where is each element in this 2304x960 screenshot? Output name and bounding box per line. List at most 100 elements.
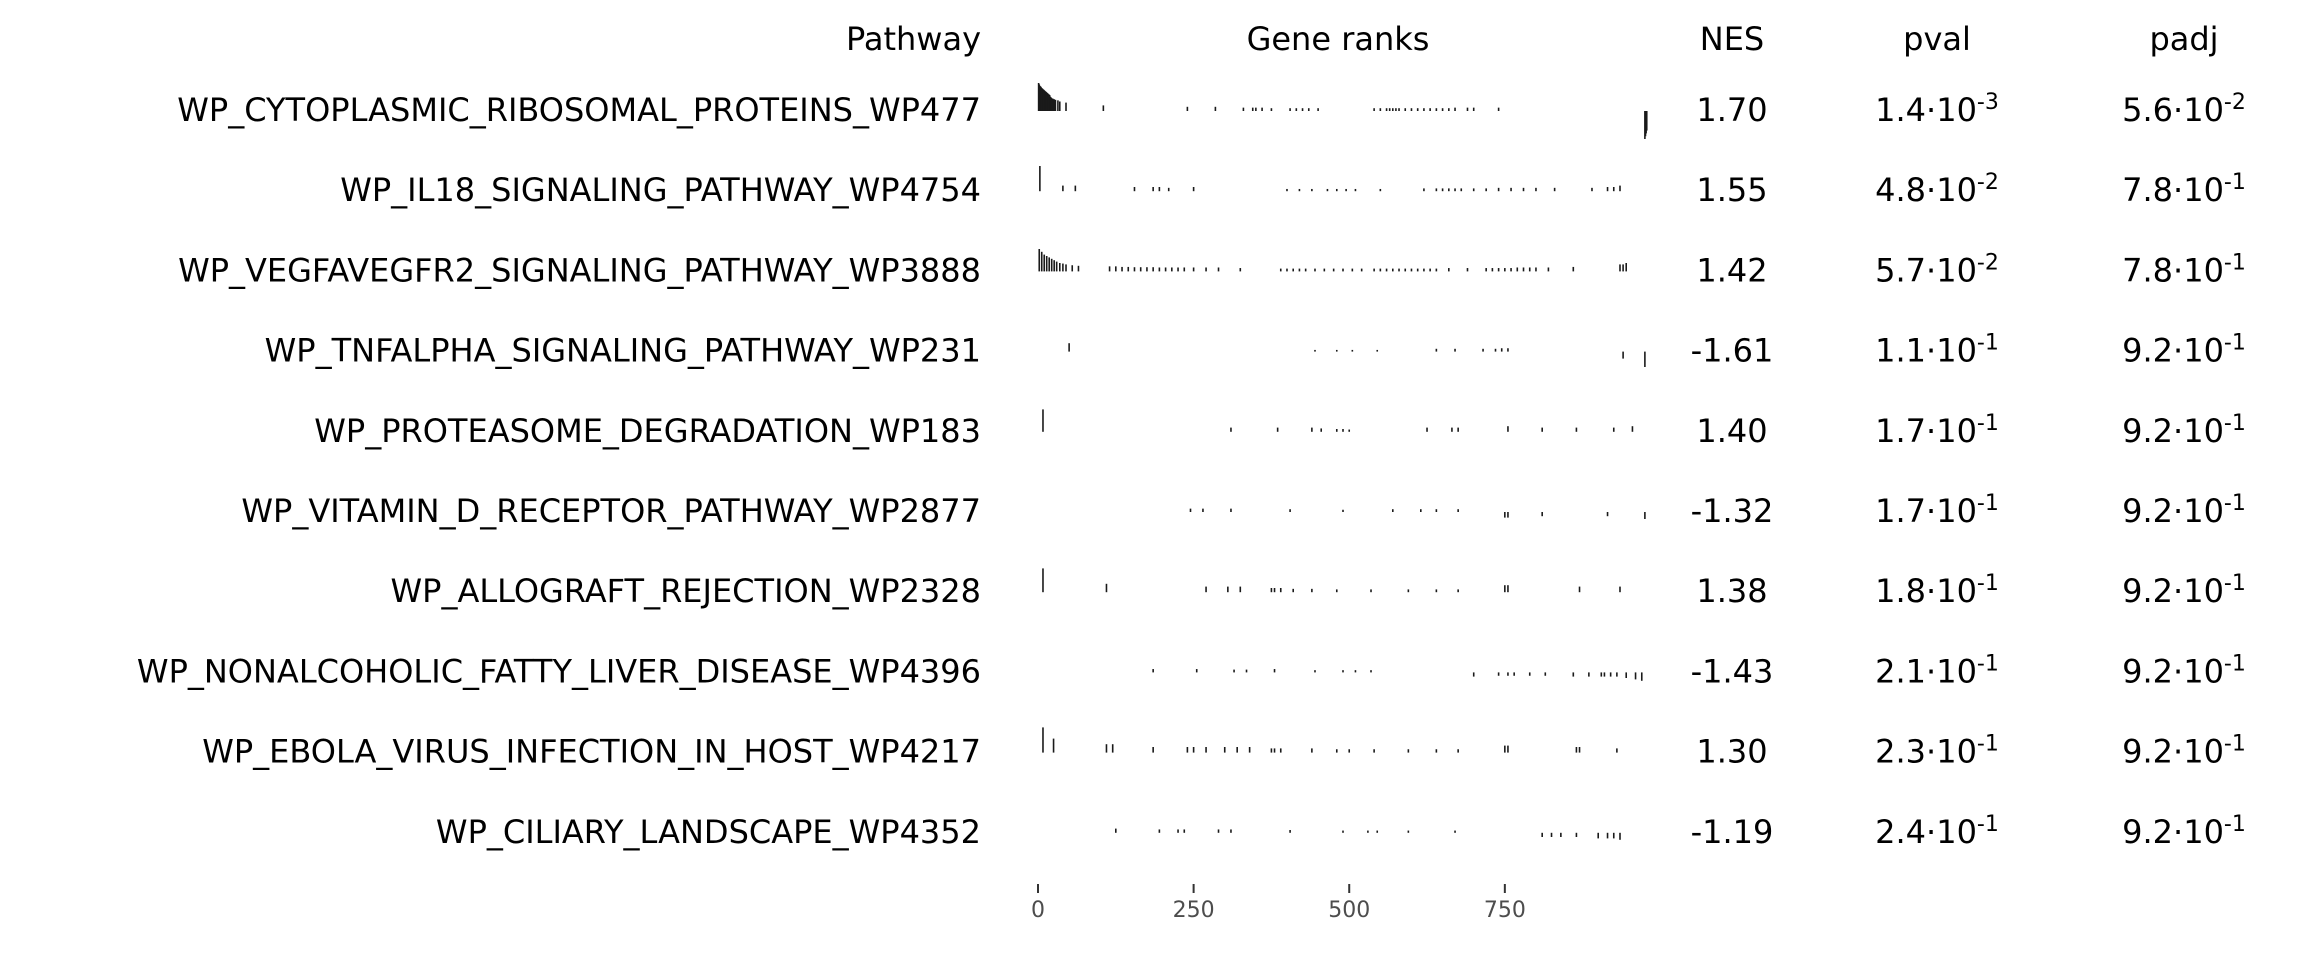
padj-value-exponent: -2: [2224, 90, 2246, 115]
x-tick-label: 500: [1328, 898, 1370, 923]
pval-value-mantissa: 2.3·10: [1875, 733, 1977, 771]
pval-value: 4.8·10-2: [1875, 170, 1999, 209]
nes-value: 1.70: [1696, 91, 1767, 129]
padj-value: 9.2·10-1: [2122, 491, 2246, 530]
header-pathway: Pathway: [846, 20, 981, 58]
nes-value: -1.32: [1691, 492, 1774, 530]
pval-value: 2.1·10-1: [1875, 651, 1999, 690]
x-axis: 0 250 500 750: [1031, 884, 1526, 923]
nes-value: -1.19: [1691, 813, 1774, 851]
pathway-rows: WP_CYTOPLASMIC_RIBOSOMAL_PROTEINS_WP477 1…: [137, 83, 2246, 851]
padj-value: 9.2·10-1: [2122, 331, 2246, 370]
header-pval: pval: [1903, 20, 1971, 58]
nes-value: 1.30: [1696, 733, 1767, 771]
pathway-row: WP_ALLOGRAFT_REJECTION_WP2328 1.38 1.8·10-…: [391, 568, 2246, 610]
pathway-name: WP_EBOLA_VIRUS_INFECTION_IN_HOST_WP4217: [202, 733, 981, 771]
pval-value: 1.8·10-1: [1875, 571, 1999, 610]
x-tick-label: 0: [1031, 898, 1045, 923]
nes-value: -1.61: [1691, 332, 1774, 370]
gene-rank-barcode: [1152, 669, 1643, 681]
header-padj: padj: [2149, 20, 2218, 58]
pval-value-mantissa: 1.8·10: [1875, 572, 1977, 610]
padj-value-mantissa: 9.2·10: [2122, 332, 2224, 370]
padj-value: 9.2·10-1: [2122, 571, 2246, 610]
pval-value: 1.7·10-1: [1875, 411, 1999, 450]
padj-value-mantissa: 7.8·10: [2122, 251, 2224, 289]
pval-value-mantissa: 5.7·10: [1875, 251, 1977, 289]
pval-value-exponent: -1: [1977, 812, 1999, 837]
gene-rank-barcode: [1042, 727, 1618, 753]
padj-value-mantissa: 9.2·10: [2122, 813, 2224, 851]
pathway-name: WP_VITAMIN_D_RECEPTOR_PATHWAY_WP2877: [241, 492, 981, 530]
pval-value: 2.4·10-1: [1875, 812, 1999, 851]
pathway-row: WP_EBOLA_VIRUS_INFECTION_IN_HOST_WP4217 1…: [202, 727, 2246, 771]
pathway-name: WP_ALLOGRAFT_REJECTION_WP2328: [391, 572, 981, 610]
pathway-row: WP_NONALCOHOLIC_FATTY_LIVER_DISEASE_WP43…: [137, 651, 2246, 690]
padj-value-mantissa: 9.2·10: [2122, 412, 2224, 450]
pval-value: 5.7·10-2: [1875, 250, 1999, 289]
padj-value: 9.2·10-1: [2122, 812, 2246, 851]
padj-value-mantissa: 9.2·10: [2122, 492, 2224, 530]
pval-value-exponent: -1: [1977, 331, 1999, 356]
pval-value-mantissa: 4.8·10: [1875, 171, 1977, 209]
pval-value-exponent: -1: [1977, 411, 1999, 436]
padj-value-exponent: -1: [2224, 571, 2246, 596]
gene-rank-barcode: [1115, 828, 1621, 840]
pval-value-exponent: -2: [1977, 250, 1999, 275]
pathway-row: WP_IL18_SIGNALING_PATHWAY_WP4754 1.55 4.8·…: [340, 166, 2246, 209]
pval-value-mantissa: 2.1·10: [1875, 652, 1977, 690]
padj-value-exponent: -1: [2224, 250, 2246, 275]
pathway-name: WP_IL18_SIGNALING_PATHWAY_WP4754: [340, 171, 981, 209]
pval-value-exponent: -1: [1977, 732, 1999, 757]
x-tick-label: 250: [1173, 898, 1215, 923]
pathway-name: WP_TNFALPHA_SIGNALING_PATHWAY_WP231: [265, 332, 981, 370]
pval-value-exponent: -1: [1977, 571, 1999, 596]
padj-value-mantissa: 7.8·10: [2122, 171, 2224, 209]
pathway-row: WP_TNFALPHA_SIGNALING_PATHWAY_WP231 -1.61…: [265, 331, 2246, 370]
pval-value-mantissa: 1.4·10: [1875, 91, 1977, 129]
padj-value-mantissa: 9.2·10: [2122, 652, 2224, 690]
pathway-row: WP_VEGFAVEGFR2_SIGNALING_PATHWAY_WP3888 1…: [178, 249, 2246, 289]
padj-value: 9.2·10-1: [2122, 411, 2246, 450]
pval-value-mantissa: 1.7·10: [1875, 492, 1977, 530]
nes-value: 1.55: [1696, 171, 1767, 209]
padj-value: 9.2·10-1: [2122, 651, 2246, 690]
pval-value: 2.3·10-1: [1875, 732, 1999, 771]
padj-value-exponent: -1: [2224, 170, 2246, 195]
column-headers: Pathway Gene ranks NES pval padj: [846, 20, 2219, 58]
pathway-name: WP_VEGFAVEGFR2_SIGNALING_PATHWAY_WP3888: [178, 251, 981, 289]
pathway-name: WP_NONALCOHOLIC_FATTY_LIVER_DISEASE_WP43…: [137, 652, 981, 690]
header-nes: NES: [1700, 20, 1764, 58]
gene-rank-barcode: [1189, 508, 1646, 519]
padj-value-exponent: -1: [2224, 491, 2246, 516]
pathway-name: WP_PROTEASOME_DEGRADATION_WP183: [314, 412, 981, 450]
padj-value-mantissa: 9.2·10: [2122, 572, 2224, 610]
padj-value-exponent: -1: [2224, 331, 2246, 356]
pathway-name: WP_CILIARY_LANDSCAPE_WP4352: [436, 813, 981, 851]
pval-value: 1.4·10-3: [1875, 90, 1999, 129]
pval-value: 1.1·10-1: [1875, 331, 1999, 370]
header-gene-ranks: Gene ranks: [1247, 20, 1430, 58]
nes-value: 1.40: [1696, 412, 1767, 450]
padj-value: 7.8·10-1: [2122, 250, 2246, 289]
nes-value: 1.42: [1696, 251, 1767, 289]
pval-value: 1.7·10-1: [1875, 491, 1999, 530]
padj-value-exponent: -1: [2224, 732, 2246, 757]
padj-value-exponent: -1: [2224, 411, 2246, 436]
gene-rank-barcode: [1039, 166, 1621, 192]
pathway-row: WP_VITAMIN_D_RECEPTOR_PATHWAY_WP2877 -1.3…: [241, 491, 2245, 530]
pval-value-mantissa: 1.1·10: [1875, 332, 1977, 370]
gene-rank-barcode: [1068, 343, 1646, 367]
pval-value-exponent: -1: [1977, 651, 1999, 676]
padj-value-exponent: -1: [2224, 651, 2246, 676]
padj-value: 5.6·10-2: [2122, 90, 2246, 129]
pval-value-exponent: -2: [1977, 170, 1999, 195]
padj-value-mantissa: 5.6·10: [2122, 91, 2224, 129]
gene-rank-barcode: [1042, 409, 1634, 432]
pathway-row: WP_PROTEASOME_DEGRADATION_WP183 1.40 1.7·1…: [314, 409, 2246, 450]
nes-value: 1.38: [1696, 572, 1767, 610]
pval-value-exponent: -3: [1977, 90, 1999, 115]
gene-rank-barcode: [1037, 83, 1648, 139]
x-tick-label: 750: [1484, 898, 1526, 923]
